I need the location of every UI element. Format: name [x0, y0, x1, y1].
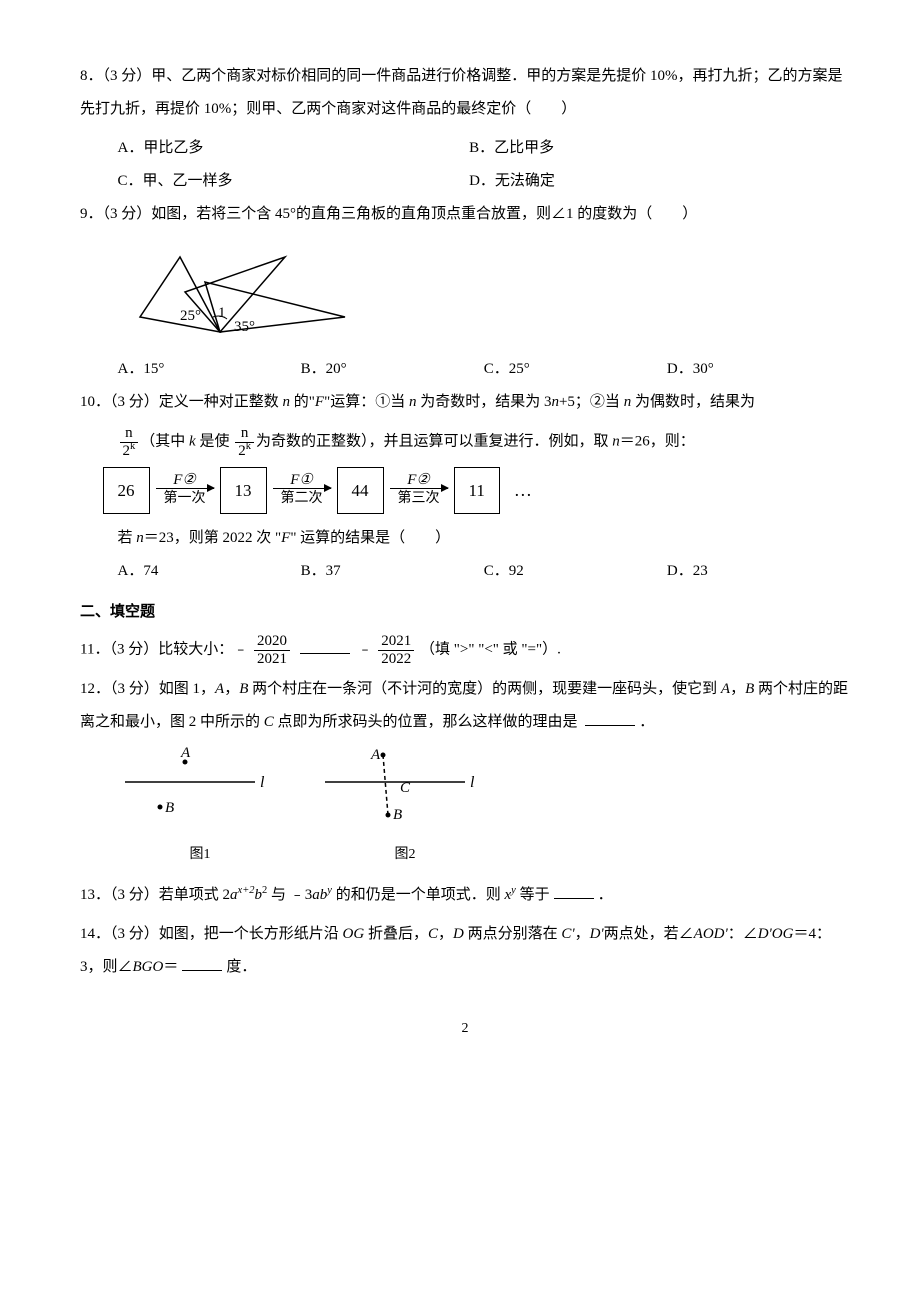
flow-dots: …: [514, 471, 532, 511]
question-8: 8．（3 分）甲、乙两个商家对标价相同的同一件商品进行价格调整．甲的方案是先提价…: [80, 60, 850, 126]
svg-text:1: 1: [218, 305, 226, 321]
svg-text:C: C: [400, 780, 411, 796]
flow-box-1: 26: [103, 467, 150, 514]
q9-text: 如图，若将三个含 45°的直角三角板的直角顶点重合放置，则∠1 的度数为（ ）: [151, 206, 697, 222]
svg-text:25°: 25°: [180, 308, 201, 324]
q12-fig1: l A B 图1: [125, 747, 275, 871]
q10-opt-a: A．74: [118, 555, 301, 588]
q8-opt-b: B．乙比甲多: [469, 132, 821, 165]
q10-line2: n 2k （其中 k 是使 n 2k 为奇数的正整数），并且运算可以重复进行．例…: [80, 425, 850, 459]
q8-num: 8．（3 分）: [80, 68, 151, 84]
svg-text:B: B: [165, 800, 174, 816]
svg-text:A: A: [370, 747, 381, 763]
q8-opt-d: D．无法确定: [469, 165, 821, 198]
q9-opt-b: B．20°: [301, 353, 484, 386]
q9-opt-d: D．30°: [667, 353, 850, 386]
q9-num: 9．（3 分）: [80, 206, 151, 222]
question-11: 11．（3 分）比较大小：﹣ 20202021 ﹣ 20212022 （填 ">…: [80, 633, 850, 667]
q10-line3: 若 n＝23，则第 2022 次 "F" 运算的结果是（ ）: [80, 522, 850, 555]
q12-fig2: l A B C 图2: [325, 747, 485, 871]
q10-opt-c: C．92: [484, 555, 667, 588]
q10-flow: 26 F② 第一次 13 F① 第二次 44 F② 第三次 11 …: [80, 467, 850, 514]
q9-figure: 25° 1 35°: [125, 237, 355, 347]
question-9: 9．（3 分）如图，若将三个含 45°的直角三角板的直角顶点重合放置，则∠1 的…: [80, 198, 850, 231]
q10-opt-b: B．37: [301, 555, 484, 588]
q11-blank: [300, 638, 350, 654]
q14-num: 14．（3 分）: [80, 926, 159, 942]
q13-blank: [554, 883, 594, 899]
page-number: 2: [80, 1014, 850, 1045]
flow-box-4: 11: [454, 467, 500, 514]
svg-text:l: l: [470, 774, 475, 791]
q14-blank: [182, 955, 222, 971]
question-14: 14．（3 分）如图，把一个长方形纸片沿 OG 折叠后，C，D 两点分别落在 C…: [80, 918, 850, 984]
flow-arrow-2: F① 第二次: [273, 473, 331, 508]
question-13: 13．（3 分）若单项式 2ax+2b2 与 ﹣3aby 的和仍是一个单项式．则…: [80, 879, 850, 912]
question-12: 12．（3 分）如图 1，A，B 两个村庄在一条河（不计河的宽度）的两侧，现要建…: [80, 673, 850, 739]
q12-blank: [585, 710, 635, 726]
flow-arrow-3: F② 第三次: [390, 473, 448, 508]
q10-frac2: n 2k: [235, 425, 254, 459]
q11-num: 11．（3 分）: [80, 642, 158, 658]
q8-opt-a: A．甲比乙多: [118, 132, 470, 165]
q9-opt-c: C．25°: [484, 353, 667, 386]
q10-frac1: n 2k: [120, 425, 139, 459]
q8-opt-c: C．甲、乙一样多: [118, 165, 470, 198]
q10-opt-d: D．23: [667, 555, 850, 588]
q8-text: 甲、乙两个商家对标价相同的同一件商品进行价格调整．甲的方案是先提价 10%，再打…: [80, 68, 843, 117]
section-2-title: 二、填空题: [80, 596, 850, 629]
q9-options: A．15° B．20° C．25° D．30°: [80, 353, 850, 386]
q12-figures: l A B 图1 l A B C 图2: [80, 747, 850, 871]
q9-opt-a: A．15°: [118, 353, 301, 386]
question-10: 10．（3 分）定义一种对正整数 n 的"F"运算：①当 n 为奇数时，结果为 …: [80, 386, 850, 419]
q13-num: 13．（3 分）: [80, 887, 159, 903]
svg-text:B: B: [393, 807, 402, 823]
svg-text:35°: 35°: [234, 319, 255, 335]
q10-num: 10．（3 分）: [80, 394, 159, 410]
svg-text:l: l: [260, 774, 265, 791]
flow-box-3: 44: [337, 467, 384, 514]
flow-box-2: 13: [220, 467, 267, 514]
q8-options: A．甲比乙多 B．乙比甲多 C．甲、乙一样多 D．无法确定: [80, 132, 850, 198]
q10-options: A．74 B．37 C．92 D．23: [80, 555, 850, 588]
q12-num: 12．（3 分）: [80, 681, 159, 697]
flow-arrow-1: F② 第一次: [156, 473, 214, 508]
svg-text:A: A: [180, 747, 191, 761]
